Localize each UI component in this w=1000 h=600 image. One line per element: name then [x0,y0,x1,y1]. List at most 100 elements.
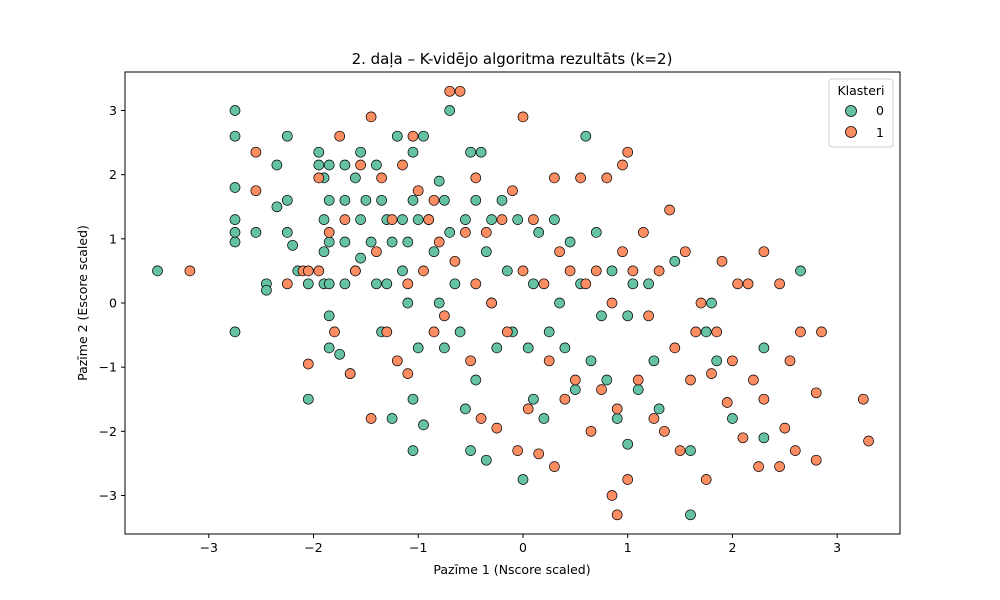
point-cluster-0 [491,342,503,354]
point-cluster-0 [371,159,382,171]
x-tick-label: 3 [833,540,841,555]
point-cluster-0 [711,355,723,367]
point-cluster-0 [669,255,681,267]
point-cluster-1 [460,227,471,238]
point-cluster-1 [465,355,476,367]
point-cluster-1 [716,255,728,267]
point-cluster-1 [428,194,440,206]
point-cluster-1 [365,111,377,123]
point-cluster-1 [622,474,634,485]
point-cluster-1 [433,236,445,248]
x-tick-label: 2 [728,540,736,555]
point-cluster-1 [376,172,387,184]
point-cluster-1 [281,278,293,290]
point-cluster-1 [774,278,785,290]
y-axis-label: Pazīme 2 (Escore scaled) [75,225,90,381]
legend-marker-0 [845,105,857,117]
point-cluster-1 [669,342,681,354]
point-cluster-0 [528,278,539,290]
point-cluster-1 [496,214,508,225]
point-cluster-0 [229,182,241,193]
point-cluster-0 [229,130,241,142]
point-cluster-1 [428,326,440,338]
point-cluster-0 [334,348,346,360]
point-cluster-0 [397,265,408,277]
point-cluster-0 [564,236,576,248]
legend-label-1: 1 [876,125,884,140]
point-cluster-0 [465,445,476,456]
point-cluster-1 [585,425,597,437]
point-cluster-0 [371,278,382,290]
point-cluster-0 [433,175,445,187]
point-cluster-0 [758,342,770,354]
point-cluster-1 [816,326,827,338]
y-tick-label: −1 [99,360,117,375]
point-cluster-1 [564,265,576,277]
point-cluster-1 [611,509,623,521]
point-cluster-1 [543,355,555,367]
point-cluster-1 [386,214,398,225]
point-cluster-1 [590,265,602,277]
point-cluster-0 [360,194,372,206]
point-cluster-0 [350,172,361,184]
point-cluster-0 [449,278,461,290]
point-cluster-0 [758,432,770,444]
x-axis-label: Pazīme 1 (Nscore scaled) [433,562,590,577]
point-cluster-1 [627,265,639,277]
point-cluster-1 [653,265,665,277]
point-cluster-1 [549,172,560,184]
point-cluster-0 [580,130,592,142]
points-layer [152,85,874,521]
point-cluster-1 [302,265,314,277]
point-cluster-0 [480,454,492,466]
point-cluster-1 [397,159,408,171]
legend: Klasteri 0 1 [828,78,894,148]
point-cluster-1 [313,172,325,184]
y-axis: −3 −2 −1 0 1 2 3 [99,103,125,503]
point-cluster-1 [617,246,628,258]
point-cluster-0 [407,393,419,405]
point-cluster-1 [402,368,414,379]
point-cluster-0 [569,384,581,395]
y-tick-label: 1 [109,231,117,246]
point-cluster-1 [664,204,675,216]
point-cluster-1 [528,214,539,225]
point-cluster-0 [271,201,283,213]
point-cluster-1 [857,393,869,405]
point-cluster-1 [339,214,351,225]
y-tick-label: 0 [109,296,117,311]
point-cluster-0 [611,413,623,424]
point-cluster-0 [538,413,550,424]
point-cluster-1 [402,278,414,290]
point-cluster-1 [449,255,461,267]
point-cluster-0 [287,239,298,251]
point-cluster-1 [517,265,529,277]
point-cluster-0 [627,278,639,290]
point-cluster-1 [381,326,393,338]
point-cluster-0 [601,374,613,386]
point-cluster-0 [433,297,445,309]
point-cluster-0 [549,214,560,225]
legend-marker-1 [845,126,857,138]
point-cluster-0 [323,278,335,290]
x-axis: −3 −2 −1 0 1 2 3 [200,534,841,555]
point-cluster-1 [617,159,628,171]
point-cluster-1 [810,454,822,466]
point-cluster-1 [371,246,382,258]
point-cluster-1 [758,246,770,258]
point-cluster-1 [470,172,482,184]
point-cluster-0 [460,214,471,225]
point-cluster-1 [533,448,545,460]
point-cluster-0 [470,194,482,206]
point-cluster-0 [386,413,398,424]
point-cluster-1 [418,265,429,277]
x-tick-label: −2 [304,540,322,555]
point-cluster-1 [501,326,513,338]
point-cluster-0 [391,130,403,142]
point-cluster-0 [152,265,163,277]
point-cluster-1 [863,435,874,447]
point-cluster-1 [554,246,565,258]
point-cluster-0 [653,403,665,415]
point-cluster-1 [727,355,738,367]
